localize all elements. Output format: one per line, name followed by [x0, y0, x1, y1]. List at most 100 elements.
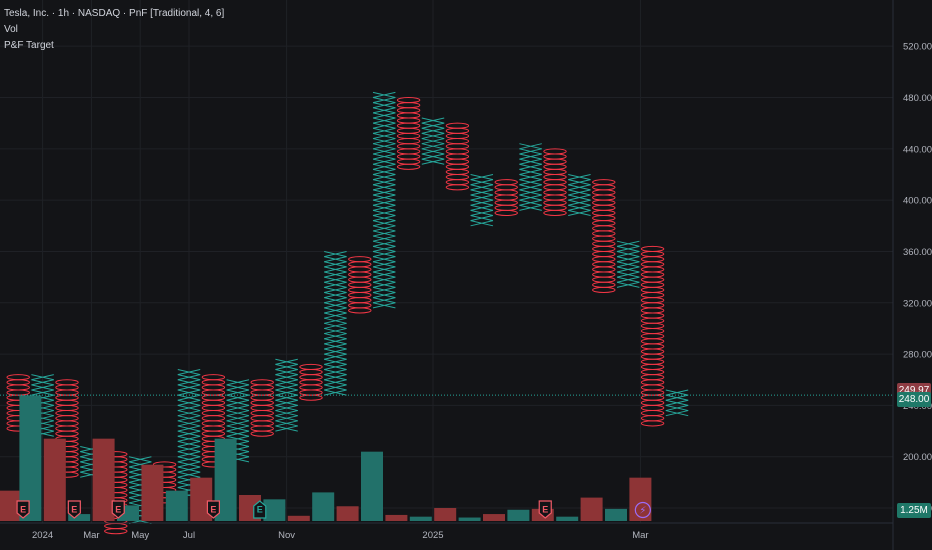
x-box — [372, 281, 396, 288]
x-box — [372, 230, 396, 237]
x-box — [372, 215, 396, 222]
x-box — [177, 471, 201, 478]
time-tick-label: Jul — [183, 530, 195, 541]
o-box — [640, 245, 665, 252]
x-box — [568, 179, 591, 186]
x-box — [372, 132, 396, 140]
x-box — [616, 271, 640, 278]
x-box — [519, 189, 542, 196]
pnf-target-indicator-label[interactable]: P&F Target — [4, 40, 54, 51]
x-box — [226, 430, 250, 437]
x-box — [665, 394, 689, 401]
x-box — [470, 184, 494, 191]
x-box — [519, 199, 542, 206]
x-box — [519, 173, 542, 181]
x-box — [616, 281, 640, 288]
x-box — [324, 389, 347, 396]
x-box — [372, 225, 396, 232]
time-axis[interactable]: 2024 Mar May Jul Nov 2025 Mar — [32, 530, 649, 541]
x-box — [226, 379, 250, 386]
x-box — [372, 204, 396, 211]
volume-bar — [0, 490, 22, 521]
x-box — [616, 266, 640, 273]
x-box — [372, 245, 396, 252]
volume-bar — [385, 514, 408, 521]
x-box — [568, 194, 591, 201]
x-box — [177, 415, 201, 422]
x-box — [324, 250, 347, 258]
x-box — [372, 173, 396, 181]
x-box — [226, 415, 250, 422]
x-column — [177, 369, 201, 499]
o-box — [299, 363, 323, 370]
symbol-title[interactable]: Tesla, Inc. · 1h · NASDAQ · PnF [Traditi… — [4, 8, 225, 19]
x-box — [372, 107, 396, 114]
x-box — [470, 194, 494, 201]
x-box — [519, 179, 542, 186]
volume-bar — [409, 516, 432, 521]
x-box — [275, 379, 298, 386]
x-box — [275, 410, 298, 417]
x-box — [470, 204, 494, 211]
earnings-event-icon — [16, 500, 30, 519]
x-box — [372, 148, 396, 155]
x-box — [226, 389, 250, 396]
o-column — [640, 245, 665, 427]
x-box — [372, 271, 396, 278]
volume-bar — [507, 509, 530, 521]
x-box — [324, 261, 347, 268]
earnings-event-icon — [538, 500, 552, 519]
time-tick-label: May — [131, 530, 149, 541]
o-column — [201, 374, 226, 468]
x-box — [324, 363, 347, 370]
x-column — [470, 173, 494, 227]
x-box — [324, 333, 347, 340]
o-column — [592, 179, 616, 294]
x-box — [421, 138, 445, 145]
x-box — [275, 358, 298, 365]
x-box — [372, 276, 396, 283]
volume-bar — [580, 497, 603, 521]
x-box — [226, 425, 250, 432]
x-box — [372, 127, 396, 134]
volume-bar — [141, 464, 164, 521]
earnings-event-icon — [253, 500, 267, 519]
x-box — [372, 256, 396, 263]
volume-bar — [312, 492, 335, 521]
x-box — [616, 250, 640, 258]
x-box — [519, 168, 542, 175]
chart-legend: Tesla, Inc. · 1h · NASDAQ · PnF [Traditi… — [4, 6, 224, 54]
x-box — [372, 286, 396, 294]
o-box — [445, 122, 470, 129]
x-box — [372, 91, 396, 98]
x-box — [324, 369, 347, 376]
x-box — [421, 117, 445, 124]
x-box — [324, 343, 347, 350]
x-box — [421, 132, 445, 140]
x-box — [226, 420, 250, 427]
x-box — [470, 209, 494, 217]
volume-bar — [43, 438, 66, 521]
x-box — [275, 415, 298, 422]
volume-indicator-label[interactable]: Vol — [4, 24, 18, 35]
x-box — [519, 148, 542, 155]
x-box — [275, 420, 298, 427]
x-box — [275, 404, 298, 412]
target-price-tag: 248.00 — [897, 392, 931, 408]
x-box — [324, 286, 347, 294]
x-box — [519, 163, 542, 170]
x-box — [616, 261, 640, 268]
x-box — [177, 420, 201, 427]
x-box — [568, 173, 591, 181]
x-box — [31, 374, 54, 381]
x-box — [372, 194, 396, 201]
o-box — [592, 179, 616, 186]
time-tick-label: Mar — [632, 530, 648, 541]
event-markers[interactable]: E E E E E E ⚡ — [16, 500, 651, 519]
x-box — [177, 374, 201, 381]
price-tick-label: 520.00 — [903, 42, 932, 53]
x-box — [372, 184, 396, 191]
o-box — [396, 97, 421, 104]
